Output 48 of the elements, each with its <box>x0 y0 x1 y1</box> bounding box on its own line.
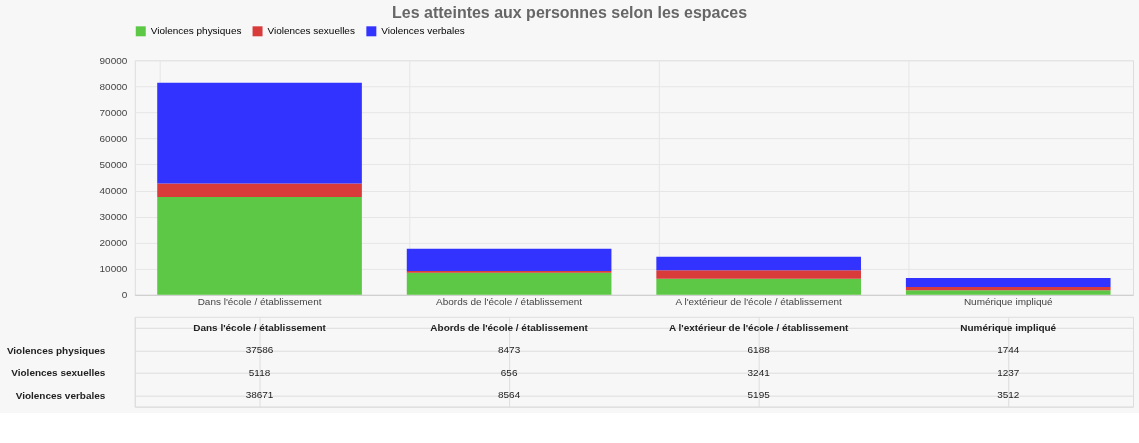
bar <box>656 278 861 295</box>
data-label: 3241 <box>747 366 771 378</box>
text: Violences physiques <box>6 344 106 356</box>
x-tick-label: Dans l'école / établissement <box>197 296 322 308</box>
y-tick-label: 10000 <box>99 263 128 275</box>
text: Violences verbales <box>15 389 106 401</box>
x-tick-label: A l'extérieur de l'école / établissement <box>675 296 842 308</box>
bar <box>905 277 1111 288</box>
bar <box>157 82 362 184</box>
bar <box>157 196 362 295</box>
data-label: 3512 <box>997 389 1020 401</box>
data-label: 37586 <box>245 344 274 356</box>
y-tick-label: 70000 <box>99 106 128 118</box>
y-tick-label: 80000 <box>99 80 128 92</box>
data-label: 5195 <box>747 389 771 401</box>
y-tick-label: 40000 <box>99 185 128 197</box>
y-tick-label: 90000 <box>99 54 128 66</box>
data-label: 6188 <box>747 344 771 356</box>
category-label: Numérique impliqué <box>960 322 1057 334</box>
y-tick-label: 20000 <box>99 237 128 249</box>
data-label: 656 <box>500 366 518 378</box>
category-label: Abords de l'école / établissement <box>430 322 588 334</box>
y-tick-label: 30000 <box>99 211 128 223</box>
x-tick-label: Abords de l'école / établissement <box>436 296 583 308</box>
legend-label: Violences physiques <box>150 25 242 37</box>
category-label: A l'extérieur de l'école / établissement <box>668 322 849 334</box>
data-label: 5118 <box>248 366 271 378</box>
bar <box>406 272 612 295</box>
legend-label: Violences verbales <box>381 25 465 37</box>
legend-label: Violences sexuelles <box>267 25 355 37</box>
bar <box>656 270 861 279</box>
x-tick-label: Numérique impliqué <box>963 296 1054 308</box>
category-label: Dans l'école / établissement <box>193 322 326 334</box>
y-tick-label: 0 <box>121 289 128 301</box>
data-label: 1237 <box>997 366 1020 378</box>
y-tick-label: 60000 <box>99 132 128 144</box>
bar <box>656 256 861 271</box>
text: Violences sexuelles <box>11 367 106 379</box>
bar <box>157 183 362 197</box>
chart-title: Les atteintes aux personnes selon les espaces <box>392 4 748 22</box>
bar <box>905 287 1111 291</box>
data-label: 8473 <box>498 344 521 356</box>
data-label: 1744 <box>997 344 1020 356</box>
data-label: 38671 <box>245 389 274 401</box>
data-label: 8564 <box>498 389 521 401</box>
y-tick-label: 50000 <box>99 159 128 171</box>
bar <box>406 248 612 272</box>
bar <box>905 290 1111 295</box>
